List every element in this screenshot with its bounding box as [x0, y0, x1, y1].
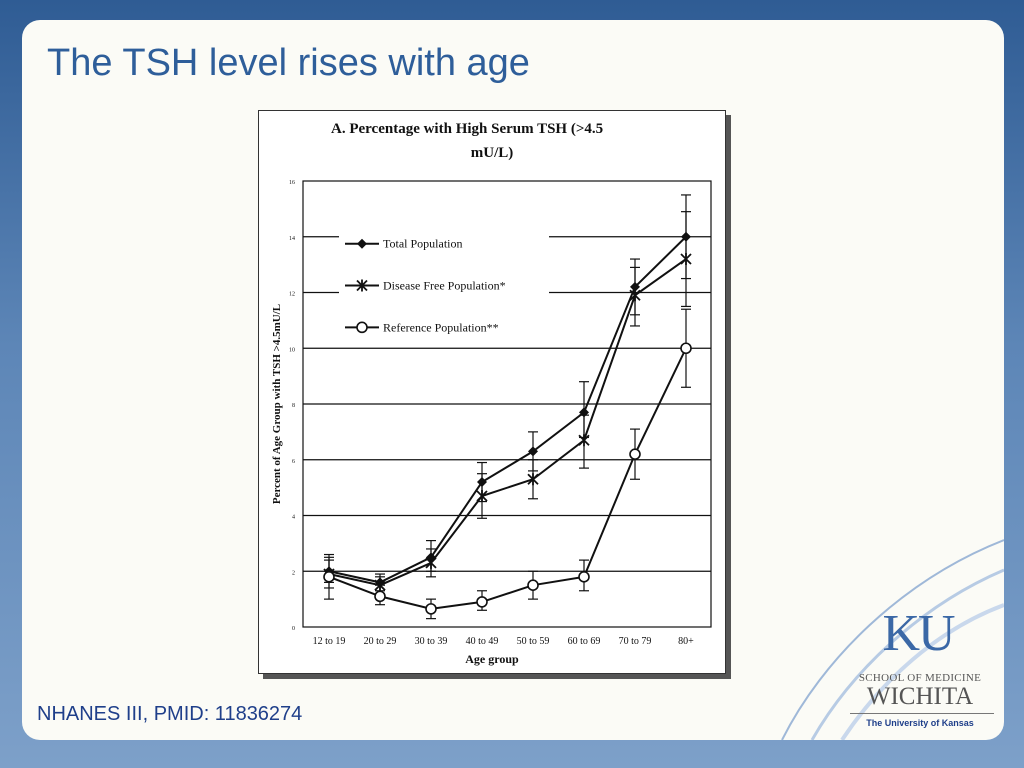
legend-label: Disease Free Population*	[383, 279, 506, 293]
legend-marker-circle	[356, 321, 368, 334]
y-tick-label: 4	[292, 515, 295, 521]
x-tick-label: 40 to 49	[466, 636, 499, 647]
x-tick-label: 20 to 29	[364, 636, 397, 647]
series-line-circle	[328, 347, 687, 610]
chart-title-line-1: A. Percentage with High Serum TSH (>4.5	[331, 121, 603, 137]
y-tick-label: 10	[289, 347, 295, 353]
slide: The TSH level rises with age A. Percenta…	[22, 20, 1004, 740]
logo-school-text: SCHOOL OF MEDICINE	[858, 672, 982, 684]
chart-title-line-2: mU/L)	[471, 145, 514, 161]
data-point-asterisk	[476, 489, 488, 502]
x-tick-label: 70 to 79	[619, 636, 652, 647]
ku-logo-mark: KU	[882, 605, 955, 662]
data-point-asterisk	[425, 556, 437, 569]
x-tick-label: 50 to 59	[517, 636, 550, 647]
y-tick-label: 14	[289, 236, 295, 242]
series-line-diamond	[328, 236, 687, 584]
series-line-asterisk	[328, 258, 687, 587]
decorative-swoosh	[781, 539, 1004, 740]
data-point-asterisk	[680, 253, 692, 266]
tsh-chart: A. Percentage with High Serum TSH (>4.5 m…	[271, 121, 712, 666]
logo-city-text: WICHITA	[866, 683, 974, 710]
slide-title: The TSH level rises with age	[47, 42, 530, 84]
legend-label: Reference Population**	[383, 320, 499, 334]
data-point-asterisk	[527, 473, 539, 486]
x-axis-label: Age group	[465, 652, 519, 666]
logo-divider	[850, 713, 994, 714]
data-point-circle	[680, 342, 692, 355]
x-tick-label: 12 to 19	[313, 636, 346, 647]
data-point-circle	[323, 571, 335, 583]
legend-marker-diamond	[357, 238, 367, 249]
data-point-circle	[578, 571, 590, 583]
y-tick-label: 12	[289, 292, 295, 298]
citation: NHANES III, PMID: 11836274	[37, 703, 303, 725]
y-tick-label: 8	[292, 403, 295, 409]
legend-background	[339, 233, 549, 254]
data-point-diamond	[528, 446, 538, 457]
y-tick-label: 2	[292, 570, 295, 576]
data-point-asterisk	[578, 434, 590, 447]
legend-background	[339, 275, 549, 296]
y-tick-label: 0	[292, 626, 295, 632]
x-tick-label: 60 to 69	[568, 636, 601, 647]
logo-university-text: The University of Kansas	[866, 718, 974, 728]
legend-marker-asterisk	[356, 279, 368, 292]
legend-background	[339, 317, 549, 338]
data-point-circle	[425, 603, 437, 615]
x-tick-label: 30 to 39	[415, 636, 448, 647]
data-point-asterisk	[629, 289, 641, 302]
y-tick-label: 16	[289, 180, 295, 186]
y-tick-label: 6	[292, 459, 295, 465]
data-point-circle	[374, 590, 386, 603]
y-axis-label: Percent of Age Group with TSH >4.5mU/L	[271, 304, 283, 504]
legend-label: Total Population	[383, 237, 463, 251]
data-point-circle	[527, 579, 539, 591]
x-tick-label: 80+	[678, 636, 694, 647]
data-point-circle	[476, 596, 488, 608]
data-point-circle	[629, 448, 641, 460]
chart-panel: A. Percentage with High Serum TSH (>4.5 m…	[258, 110, 726, 674]
